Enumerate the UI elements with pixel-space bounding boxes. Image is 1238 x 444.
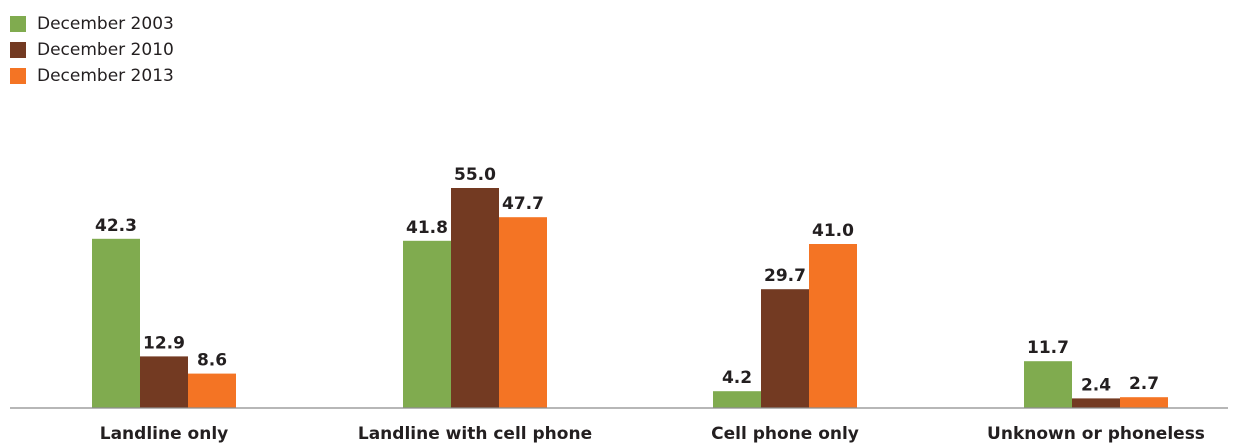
- bar-unknown-or-phoneless-december-2010: [1072, 398, 1120, 408]
- legend-item-dec-2013: December 2013: [10, 63, 174, 89]
- category-label-unknown-or-phoneless: Unknown or phoneless: [987, 424, 1205, 444]
- bars-layer: [92, 188, 1168, 408]
- value-label-cell-phone-only-december-2013: 41.0: [812, 221, 854, 241]
- value-label-landline-only-december-2013: 8.6: [197, 351, 227, 371]
- value-label-landline-with-cell-phone-december-2003: 41.8: [406, 218, 448, 238]
- legend-label-dec-2003: December 2003: [37, 14, 174, 34]
- bar-cell-phone-only-december-2013: [809, 244, 857, 408]
- value-labels-layer: 42.3 12.9 8.6 41.8 55.0 47.7 4.2 29.7 41.0 11.7 2.…: [95, 165, 1159, 395]
- category-label-landline-only: Landline only: [100, 424, 228, 444]
- legend-item-dec-2010: December 2010: [10, 37, 174, 63]
- value-label-unknown-or-phoneless-december-2013: 2.7: [1129, 374, 1159, 394]
- bar-cell-phone-only-december-2010: [761, 289, 809, 408]
- value-label-landline-with-cell-phone-december-2010: 55.0: [454, 165, 496, 185]
- value-label-landline-with-cell-phone-december-2013: 47.7: [502, 194, 544, 214]
- bar-landline-only-december-2010: [140, 356, 188, 408]
- legend-label-dec-2013: December 2013: [37, 66, 174, 86]
- bar-landline-with-cell-phone-december-2003: [403, 240, 451, 408]
- bar-landline-with-cell-phone-december-2013: [499, 217, 547, 408]
- value-label-landline-only-december-2010: 12.9: [143, 333, 185, 353]
- category-label-cell-phone-only: Cell phone only: [711, 424, 859, 444]
- bar-unknown-or-phoneless-december-2013: [1120, 397, 1168, 408]
- value-label-cell-phone-only-december-2010: 29.7: [764, 266, 806, 286]
- bar-landline-only-december-2003: [92, 238, 140, 408]
- bar-cell-phone-only-december-2003: [713, 391, 761, 408]
- bar-unknown-or-phoneless-december-2003: [1024, 361, 1072, 408]
- legend: December 2003 December 2010 December 201…: [10, 11, 174, 89]
- legend-item-dec-2003: December 2003: [10, 11, 174, 37]
- legend-swatch-dec-2003: [10, 16, 26, 32]
- legend-swatch-dec-2010: [10, 42, 26, 58]
- value-label-cell-phone-only-december-2003: 4.2: [722, 368, 752, 388]
- value-label-unknown-or-phoneless-december-2010: 2.4: [1081, 375, 1111, 395]
- bar-landline-only-december-2013: [188, 373, 236, 408]
- legend-swatch-dec-2013: [10, 68, 26, 84]
- value-label-unknown-or-phoneless-december-2003: 11.7: [1027, 338, 1069, 358]
- category-label-landline-with-cell-phone: Landline with cell phone: [358, 424, 592, 444]
- legend-label-dec-2010: December 2010: [37, 40, 174, 60]
- bar-landline-with-cell-phone-december-2010: [451, 188, 499, 408]
- value-label-landline-only-december-2003: 42.3: [95, 216, 137, 236]
- category-labels-layer: Landline only Landline with cell phone Cel…: [100, 424, 1205, 444]
